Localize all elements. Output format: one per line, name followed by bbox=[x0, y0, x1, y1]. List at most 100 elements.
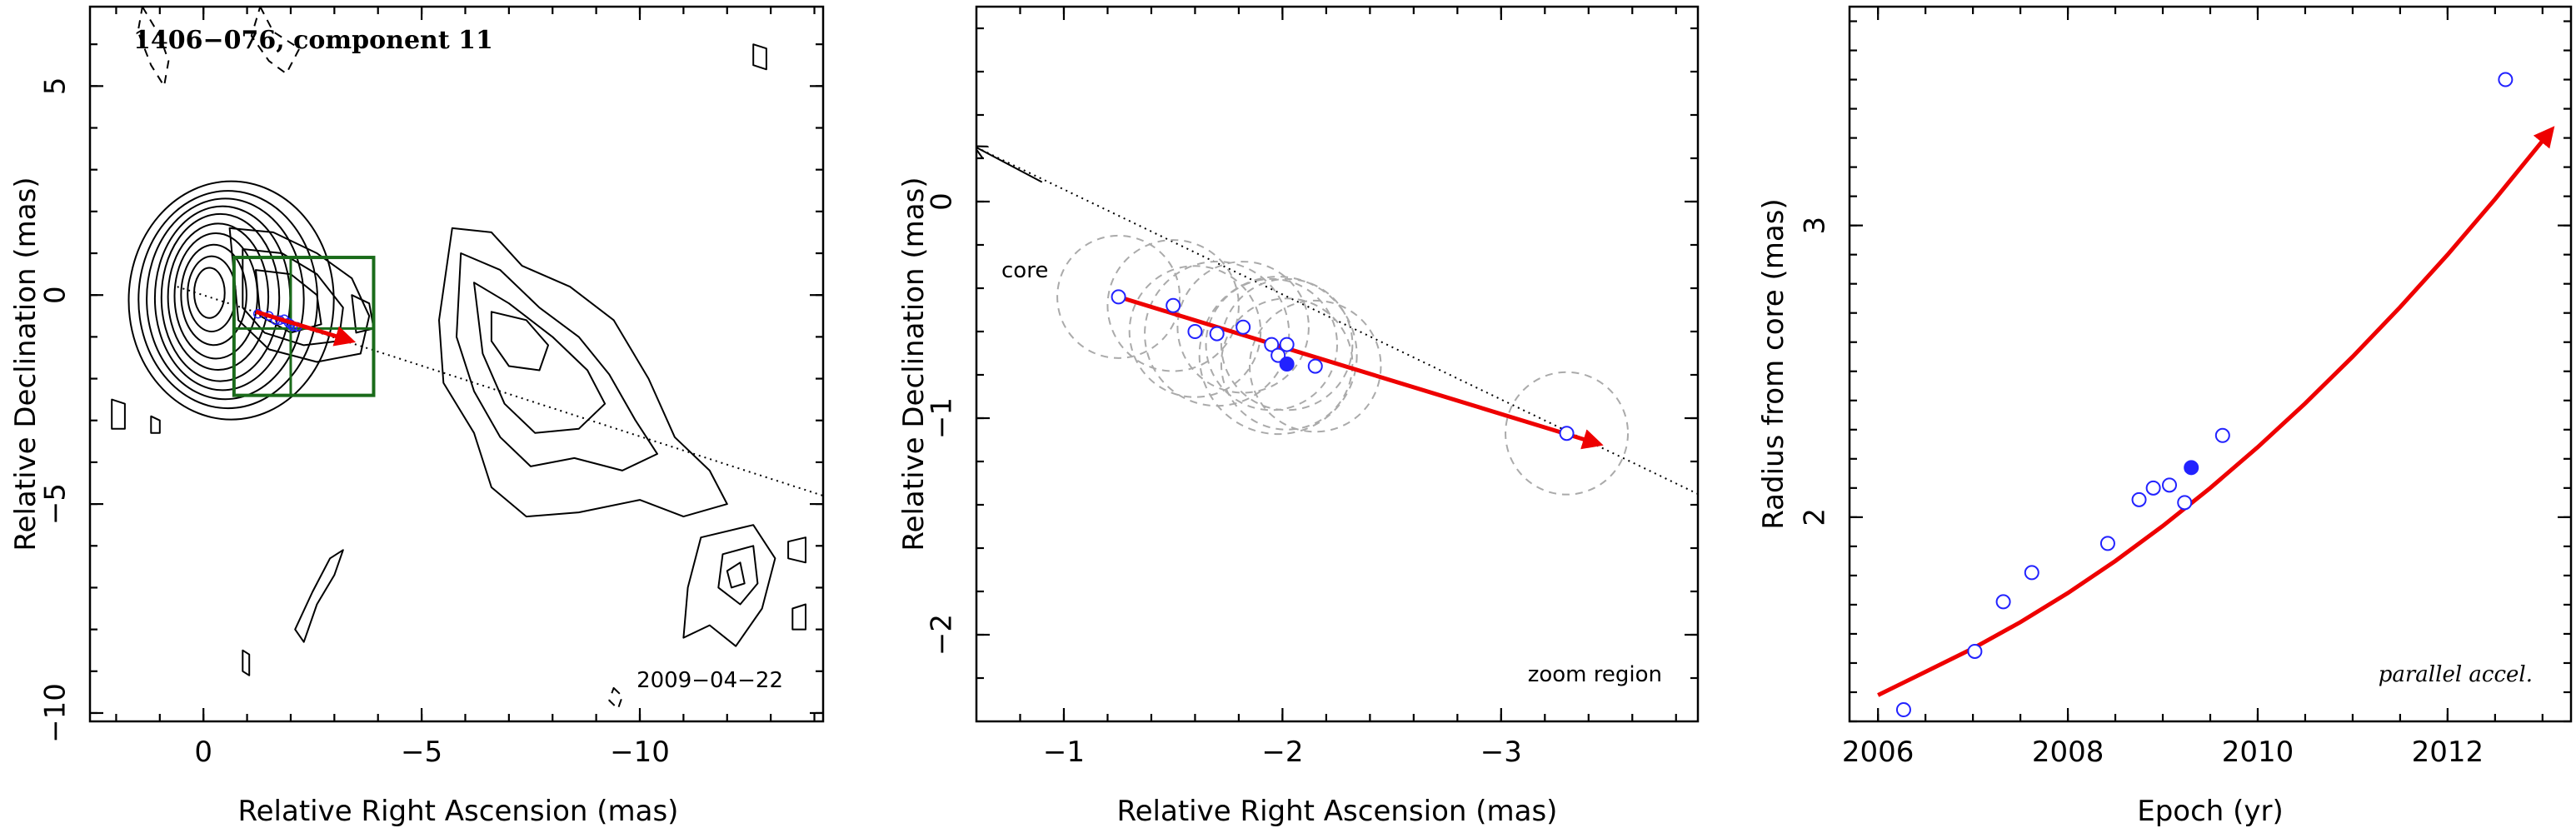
core-pointer bbox=[976, 147, 1043, 183]
y-axis-title: Radius from core (mas) bbox=[1757, 198, 1790, 529]
x-tick-label: −3 bbox=[1480, 736, 1522, 769]
small-contour bbox=[752, 43, 767, 71]
data-layer bbox=[1877, 72, 2555, 717]
y-tick-label: −5 bbox=[39, 483, 72, 525]
knot-contour bbox=[787, 536, 806, 564]
zoom-box bbox=[232, 256, 376, 397]
error-circle bbox=[1198, 276, 1358, 436]
data-point bbox=[1307, 358, 1323, 374]
y-tick-label: −2 bbox=[926, 614, 959, 656]
data-point bbox=[1236, 319, 1251, 335]
y-tick-label: −1 bbox=[926, 397, 959, 439]
y-tick-label: 3 bbox=[1799, 217, 1832, 235]
jet-contour bbox=[351, 294, 375, 334]
core-contour bbox=[180, 243, 247, 347]
y-axis-title: Relative Declination (mas) bbox=[897, 177, 931, 551]
data-point bbox=[2214, 427, 2230, 443]
error-circle bbox=[1128, 265, 1262, 398]
small-contour bbox=[111, 398, 126, 430]
data-point bbox=[1279, 357, 1295, 372]
error-circle bbox=[1220, 297, 1354, 431]
error-circle bbox=[1056, 234, 1181, 359]
x-axis-title: Relative Right Ascension (mas) bbox=[238, 795, 679, 828]
corner-label: parallel accel. bbox=[2379, 662, 2533, 687]
panel-radius-epoch: 2006 2008 2010 2012 2 3 parallel accel. Epoch… bbox=[1757, 5, 2573, 828]
x-tick-label: 2008 bbox=[2032, 736, 2104, 769]
data-layer bbox=[976, 147, 1698, 496]
data-point bbox=[1111, 289, 1126, 305]
lobe-contour bbox=[456, 252, 658, 471]
panel-zoom-region: −1 −2 −3 −2 −1 0 core zoom region Relative Ri… bbox=[897, 5, 1700, 828]
core-contour bbox=[146, 197, 305, 401]
data-point bbox=[2162, 477, 2178, 493]
data-point bbox=[1995, 594, 2011, 610]
fit-curve bbox=[1877, 126, 2555, 697]
lobe-contour bbox=[473, 282, 607, 434]
knot-contour bbox=[717, 545, 759, 606]
core-direction-line bbox=[177, 286, 823, 497]
error-circle bbox=[1205, 277, 1338, 412]
y-tick-label: 5 bbox=[39, 77, 72, 96]
x-tick-label: 2006 bbox=[1842, 736, 1915, 769]
data-point bbox=[1209, 326, 1225, 342]
jet-contour bbox=[228, 227, 371, 363]
y-tick-label: 0 bbox=[39, 286, 72, 304]
x-axis-title: Relative Right Ascension (mas) bbox=[1117, 795, 1558, 828]
small-contour bbox=[242, 649, 251, 676]
x-tick-label: −10 bbox=[610, 736, 670, 769]
x-tick-label: −2 bbox=[1261, 736, 1303, 769]
x-tick-label: 0 bbox=[194, 736, 212, 769]
error-circle bbox=[1106, 239, 1240, 372]
data-point bbox=[2024, 565, 2039, 581]
overlay-layer bbox=[177, 256, 823, 497]
data-point bbox=[2099, 536, 2115, 551]
knot-contour bbox=[791, 603, 806, 631]
data-point bbox=[1271, 347, 1286, 363]
y-tick-label: 0 bbox=[926, 192, 959, 211]
y-tick-label: −10 bbox=[39, 683, 72, 743]
data-point bbox=[1279, 337, 1295, 352]
lobe-contour bbox=[490, 311, 549, 372]
data-point bbox=[1967, 643, 1983, 659]
corner-label: zoom region bbox=[1528, 662, 1662, 687]
data-point bbox=[1264, 337, 1280, 352]
axis-ticks: 0 −5 −10 −10 −5 0 5 bbox=[39, 7, 823, 769]
data-point bbox=[2145, 480, 2161, 496]
negative-contour bbox=[137, 7, 170, 87]
y-axis-title: Relative Declination (mas) bbox=[9, 177, 42, 551]
data-point bbox=[1559, 426, 1575, 441]
negative-contour bbox=[608, 686, 623, 710]
x-tick-label: 2012 bbox=[2412, 736, 2484, 769]
data-point bbox=[1895, 701, 1911, 717]
chart-title: 1406−076, component 11 bbox=[133, 26, 493, 55]
data-point bbox=[2498, 72, 2514, 87]
data-point bbox=[1187, 324, 1203, 339]
error-circle bbox=[1249, 299, 1382, 433]
motion-arrow bbox=[255, 309, 357, 347]
small-contour bbox=[150, 415, 161, 434]
plot-frame bbox=[88, 5, 825, 723]
data-point bbox=[2177, 495, 2193, 511]
x-tick-label: 2010 bbox=[2222, 736, 2294, 769]
x-tick-label: −5 bbox=[401, 736, 442, 769]
data-point bbox=[1166, 297, 1181, 313]
knot-contour bbox=[682, 524, 776, 647]
x-axis-title: Epoch (yr) bbox=[2137, 795, 2284, 828]
date-label: 2009−04−22 bbox=[637, 668, 783, 693]
small-contour bbox=[294, 549, 344, 643]
data-point bbox=[2131, 491, 2147, 507]
axis-ticks: 2006 2008 2010 2012 2 3 bbox=[1799, 7, 2571, 769]
negative-contour bbox=[250, 7, 301, 75]
lobe-contour bbox=[438, 227, 728, 518]
plot-frame bbox=[975, 5, 1700, 723]
error-circle bbox=[1220, 277, 1354, 412]
core-contour bbox=[167, 222, 270, 372]
core-label: core bbox=[1001, 258, 1048, 283]
x-tick-label: −1 bbox=[1043, 736, 1085, 769]
panel-contour-map: 0 −5 −10 −10 −5 0 5 1406−076, component 11 200… bbox=[9, 5, 825, 828]
knot-contour bbox=[726, 561, 746, 589]
core-contour bbox=[193, 267, 226, 319]
core-contour bbox=[127, 180, 335, 421]
plot-frame bbox=[1848, 5, 2573, 723]
